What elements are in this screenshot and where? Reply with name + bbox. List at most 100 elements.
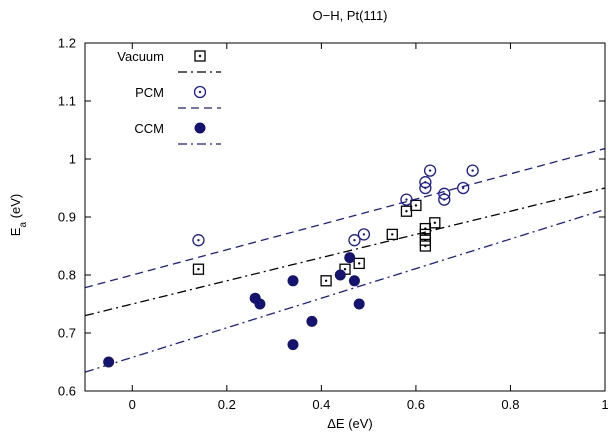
marker-disc [194, 122, 206, 134]
marker-ring [419, 176, 432, 189]
x-tick-label: 0 [129, 397, 136, 412]
y-tick-label: 0.7 [58, 326, 76, 341]
fit-line-pcm [84, 147, 606, 289]
legend-label: Vacuum [117, 49, 164, 64]
data-point-ccm [348, 275, 360, 287]
marker-disc [306, 315, 318, 327]
y-tick-label: 1 [69, 152, 76, 167]
marker-dot [198, 54, 202, 58]
marker-ring [348, 234, 361, 247]
marker-box [192, 263, 205, 275]
marker-box [410, 199, 422, 212]
marker-ring [466, 164, 479, 177]
data-point-ccm [334, 269, 346, 281]
marker-ring [423, 164, 437, 177]
marker-dot [362, 233, 366, 236]
marker-disc [334, 269, 346, 281]
data-point-ccm [287, 275, 299, 287]
y-axis-label: Ea (eV) [8, 194, 29, 236]
data-point-vacuum [419, 240, 432, 252]
data-point-vacuum [192, 263, 205, 275]
data-point-vacuum [320, 275, 332, 287]
x-tick-label: 0.6 [407, 397, 425, 412]
y-tick-label: 0.6 [58, 384, 76, 399]
marker-dot [357, 262, 361, 265]
data-point-pcm [438, 187, 451, 200]
marker-box [353, 257, 365, 270]
data-point-vacuum [400, 205, 413, 217]
marker-dot [471, 169, 474, 172]
marker-ring [400, 193, 413, 206]
data-point-ccm [353, 298, 365, 310]
data-point-pcm [423, 164, 437, 177]
marker-box [400, 205, 413, 217]
marker-disc [348, 275, 360, 287]
y-tick-label: 0.9 [58, 210, 76, 225]
x-tick-label: 0.8 [501, 397, 519, 412]
y-tick-label: 1.2 [58, 36, 76, 51]
marker-dot [405, 210, 408, 213]
legend: Vacuum PCM CCM [117, 49, 221, 145]
marker-dot [324, 279, 328, 282]
marker-dot [461, 186, 465, 190]
marker-dot [424, 244, 427, 248]
data-point-vacuum [419, 234, 432, 246]
marker-ring [193, 85, 207, 99]
marker-dot [405, 198, 408, 201]
marker-ring [438, 187, 451, 200]
data-point-vacuum [353, 257, 365, 270]
y-axis-label-main: E [8, 227, 23, 236]
marker-disc [254, 298, 266, 310]
marker-box [194, 50, 206, 62]
y-tick-label: 1.1 [58, 94, 76, 109]
legend-label: CCM [134, 121, 164, 136]
marker-dot [343, 268, 347, 271]
fit-lines [84, 147, 606, 373]
marker-disc [353, 298, 365, 310]
marker-dot [353, 239, 356, 242]
marker-disc [344, 252, 356, 264]
data-point-pcm [419, 176, 432, 189]
data-point-ccm [103, 356, 115, 368]
data-point-vacuum [410, 199, 422, 212]
marker-box [320, 275, 332, 287]
data-point-vacuum [429, 217, 441, 229]
marker-dot [197, 268, 200, 271]
data-point-pcm [357, 228, 371, 241]
data-point-vacuum [386, 228, 398, 241]
data-point-ccm [254, 298, 266, 310]
legend-marker [194, 50, 206, 62]
data-point-vacuum [419, 228, 432, 241]
legend-item-pcm: PCM [135, 85, 221, 109]
marker-dot [433, 221, 437, 224]
data-point-pcm [400, 193, 413, 206]
legend-item-ccm: CCM [134, 121, 221, 145]
marker-box [429, 217, 441, 229]
data-point-pcm [192, 234, 205, 247]
marker-ring [192, 234, 205, 247]
legend-marker [193, 85, 207, 99]
legend-label: PCM [135, 85, 164, 100]
data-point-pcm [348, 234, 361, 247]
marker-dot [197, 239, 200, 242]
marker-ring [457, 181, 470, 195]
y-tick-label: 0.8 [58, 268, 76, 283]
y-axis-label-sub: a [18, 222, 29, 228]
fit-line-ccm [84, 208, 606, 373]
data-point-pcm [457, 181, 470, 195]
marker-dot [424, 181, 427, 184]
data-point-pcm [466, 164, 479, 177]
axes: 0 0.2 0.4 0.6 0.8 1 0.6 0.7 0.8 0.9 1 1.1 1.2 [58, 36, 609, 413]
marker-dot [198, 90, 202, 94]
x-axis-label: ΔE (eV) [327, 416, 373, 431]
marker-disc [287, 275, 299, 287]
data-point-ccm [287, 339, 299, 351]
marker-disc [103, 356, 115, 368]
marker-dot [428, 169, 432, 172]
marker-disc [287, 339, 299, 351]
data-point-ccm [306, 315, 318, 327]
marker-box [386, 228, 398, 241]
data-point-ccm [344, 252, 356, 264]
marker-dot [414, 204, 418, 207]
